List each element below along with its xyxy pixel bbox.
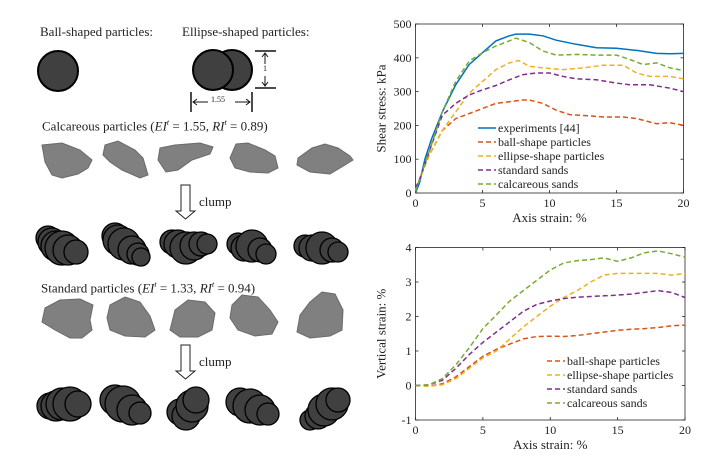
ball-shaped-label: Ball-shaped particles: <box>40 24 153 39</box>
series-line-ball-shape-particles <box>415 324 686 387</box>
calcareous-particle <box>296 143 354 175</box>
series-line-ellipse-shape-particles <box>414 59 684 190</box>
standard-particle <box>296 291 344 339</box>
ellipse-width-dimension <box>190 92 253 112</box>
standard-particle <box>229 294 279 337</box>
standard-particles-heading: Standard particles (EIt = 1.33, RIt = 0.… <box>41 280 256 296</box>
legend-label: ball-shape particles <box>498 135 591 149</box>
ellipse-width-label: 1.55 <box>211 95 225 104</box>
x-tick-label: 10 <box>544 423 556 437</box>
legend-label: ellipse-shape particles <box>567 368 674 382</box>
clump-particle <box>225 387 280 426</box>
x-tick-label: 20 <box>678 196 690 210</box>
legend: experiments [44]ball-shape particleselli… <box>478 121 605 191</box>
x-tick-label: 5 <box>480 423 486 437</box>
calcareous-particles-heading: Calcareous particles (EIt = 1.55, RIt = … <box>42 118 268 134</box>
clump-particle <box>159 229 218 265</box>
legend-label: standard sands <box>567 382 638 396</box>
clump-label: clump <box>199 354 232 369</box>
y-tick-label: 1 <box>406 344 412 358</box>
clump-arrow-icon <box>174 184 197 220</box>
clump-particle <box>36 386 92 422</box>
ellipse-shaped-label: Ellipse-shaped particles: <box>182 24 310 39</box>
ball-particle <box>37 50 79 92</box>
y-tick-label: 4 <box>406 241 412 255</box>
clump-particle <box>35 225 89 266</box>
clump-particle <box>101 222 151 267</box>
y-tick-label: 0 <box>406 186 412 200</box>
standard-particle <box>41 298 94 339</box>
y-tick-label: 200 <box>394 118 412 132</box>
x-tick-label: 20 <box>679 423 691 437</box>
y-axis-label: Shear stress: kPa <box>374 64 389 152</box>
series-line-ellipse-shape-particles <box>415 272 686 387</box>
legend-label: calcareous sands <box>498 177 579 191</box>
clump-particle <box>293 231 349 265</box>
x-tick-label: 5 <box>480 196 486 210</box>
plot-area <box>415 247 686 421</box>
x-tick-label: 0 <box>413 423 419 437</box>
y-axis-label: Vertical strain: % <box>374 288 389 378</box>
ellipse-height-dimension <box>255 50 276 89</box>
particle-illustration <box>35 49 354 431</box>
ellipse-height-label: 1 <box>263 64 267 73</box>
y-tick-label: 3 <box>406 275 412 289</box>
calcareous-particle <box>157 142 214 173</box>
plot-area <box>415 23 684 194</box>
series-line-standard-sands <box>415 289 686 387</box>
y-tick-label: -1 <box>402 413 412 427</box>
legend-label: ellipse-shape particles <box>498 149 605 163</box>
clump-particle <box>166 386 210 431</box>
clump-particle <box>99 384 152 426</box>
series-line-ball-shape-particles <box>414 99 684 190</box>
legend-label: calcareous sands <box>567 396 648 410</box>
series-line-calcareous-sands <box>414 37 684 192</box>
x-axis-label: Axis strain: % <box>513 437 588 452</box>
x-tick-label: 15 <box>611 196 623 210</box>
calcareous-particle <box>102 140 149 179</box>
clump-particle <box>226 229 277 265</box>
ellipse-particle <box>192 49 253 91</box>
calcareous-particle <box>229 142 279 174</box>
series-line-calcareous-sands <box>415 250 686 387</box>
clump-label: clump <box>199 194 232 209</box>
y-tick-label: 500 <box>394 17 412 31</box>
series-line-standard-sands <box>414 72 684 189</box>
series-line-experiments-44- <box>414 33 684 194</box>
legend-label: experiments [44] <box>498 121 580 135</box>
legend-label: ball-shape particles <box>567 354 660 368</box>
y-tick-label: 100 <box>394 152 412 166</box>
legend-label: standard sands <box>498 163 569 177</box>
standard-particle <box>106 296 156 338</box>
x-tick-label: 0 <box>413 196 419 210</box>
x-axis-label: Axis strain: % <box>512 210 587 225</box>
x-tick-label: 15 <box>612 423 624 437</box>
clump-particle <box>299 387 351 431</box>
clump-arrow-icon <box>174 344 197 380</box>
standard-particle <box>169 299 216 338</box>
y-tick-label: 400 <box>394 51 412 65</box>
y-tick-label: 2 <box>406 310 412 324</box>
y-tick-label: 300 <box>394 85 412 99</box>
x-tick-label: 10 <box>544 196 556 210</box>
y-tick-label: 0 <box>406 379 412 393</box>
calcareous-particle <box>41 142 93 179</box>
